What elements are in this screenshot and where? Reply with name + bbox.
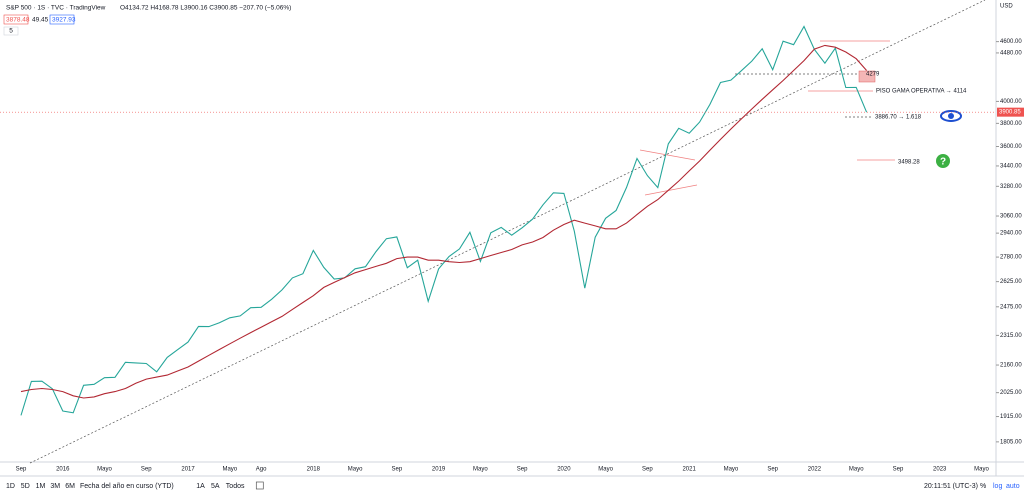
range-button[interactable]: Todos: [226, 483, 245, 490]
x-tick-label: 2020: [557, 467, 571, 473]
range-button[interactable]: 1D: [6, 483, 15, 490]
x-tick-label: 2018: [307, 467, 321, 473]
y-tick-label: 2940.00: [1000, 231, 1022, 237]
x-tick-label: Sep: [767, 467, 778, 473]
x-tick-label: Sep: [642, 467, 653, 473]
x-tick-label: Mayo: [849, 467, 864, 473]
y-tick-label: 1915.00: [1000, 414, 1022, 420]
x-tick-label: 2016: [56, 467, 70, 473]
wedge-line: [644, 184, 698, 196]
y-tick-label: 2160.00: [1000, 363, 1022, 369]
x-tick-label: Sep: [391, 467, 402, 473]
annotation: 3498.28: [898, 160, 920, 166]
y-tick-label: 1805.00: [1000, 439, 1022, 445]
price-line: [20, 25, 868, 416]
y-tick-label: 3800.00: [1000, 121, 1022, 127]
x-tick-label: Mayo: [598, 467, 613, 473]
y-tick-label: 2475.00: [1000, 304, 1022, 310]
buy-price: 3927.93: [52, 17, 76, 24]
auto-toggle[interactable]: auto: [1006, 483, 1020, 490]
indicators-count: 5: [9, 28, 13, 35]
last-price-tag: [997, 107, 1024, 117]
clock: 20:11:51 (UTC-3): [924, 483, 978, 490]
buy-box[interactable]: [49, 14, 75, 25]
wedge-line: [639, 149, 696, 161]
y-tick-label: 4480.00: [1000, 51, 1022, 57]
x-tick-label: Mayo: [97, 467, 112, 473]
percent-toggle[interactable]: %: [980, 483, 986, 490]
y-tick-label: 4600.00: [1000, 39, 1022, 45]
x-tick-label: Sep: [16, 467, 27, 473]
sell-box[interactable]: [3, 14, 29, 25]
range-button[interactable]: 1A: [196, 483, 205, 490]
ohlc: O4134.72 H4168.78 L3900.16 C3900.85 −207…: [120, 5, 291, 12]
y-tick-label: 2025.00: [1000, 390, 1022, 396]
x-tick-label: 2019: [432, 467, 446, 473]
range-button[interactable]: Fecha del año en curso (YTD): [80, 483, 174, 490]
question-icon: ?: [936, 154, 950, 168]
x-tick-label: Mayo: [348, 467, 363, 473]
last-price-label: 3900.85: [999, 110, 1021, 116]
range-button[interactable]: 3M: [50, 483, 60, 490]
annotation: 4279: [866, 72, 880, 78]
x-tick-label: 2017: [181, 467, 195, 473]
bottom-toolbar: 1D 5D 1M 3M 6M Fecha del año en curso (YTD) 1A…: [6, 481, 264, 490]
y-tick-label: 3440.00: [1000, 164, 1022, 170]
range-button[interactable]: 5D: [21, 483, 30, 490]
range-button[interactable]: 1M: [36, 483, 46, 490]
x-tick-label: 2022: [808, 467, 822, 473]
x-tick-label: Sep: [893, 467, 904, 473]
x-tick-label: Mayo: [724, 467, 739, 473]
x-tick-label: Ago: [256, 467, 267, 473]
trend-line: [29, 0, 986, 464]
indicators-toggle[interactable]: [3, 26, 19, 36]
y-tick-label: 3280.00: [1000, 184, 1022, 190]
y-tick-label: 2625.00: [1000, 279, 1022, 285]
y-tick-label: 3600.00: [1000, 144, 1022, 150]
x-tick-label: Sep: [517, 467, 528, 473]
sell-price: 3878.48: [6, 17, 30, 24]
price-line: [20, 44, 868, 399]
x-tick-label: Mayo: [974, 467, 989, 473]
x-tick-label: Sep: [141, 467, 152, 473]
x-tick-label: 2021: [682, 467, 696, 473]
eye-icon: [940, 110, 962, 122]
range-button[interactable]: 5A: [211, 483, 220, 490]
symbol: S&P 500 · 1S · TVC · TradingView: [6, 5, 106, 12]
y-tick-label: 2315.00: [1000, 333, 1022, 339]
y-tick-label: 4000.00: [1000, 99, 1022, 105]
date-range-icon[interactable]: [255, 481, 264, 490]
target-box: [858, 70, 876, 83]
x-tick-label: 2023: [933, 467, 947, 473]
log-toggle[interactable]: log: [993, 483, 1002, 490]
currency: USD: [1000, 4, 1013, 10]
spread: 49.45: [32, 17, 49, 24]
x-tick-label: Mayo: [473, 467, 488, 473]
svg-text:?: ?: [940, 157, 946, 168]
range-button[interactable]: 6M: [65, 483, 75, 490]
annotation: 3886.70 → 1.618: [875, 115, 922, 121]
y-tick-label: 2780.00: [1000, 255, 1022, 261]
x-tick-label: Mayo: [222, 467, 237, 473]
y-tick-label: 3060.00: [1000, 214, 1022, 220]
annotation: PISO GAMA OPERATIVA → 4114: [876, 89, 967, 95]
